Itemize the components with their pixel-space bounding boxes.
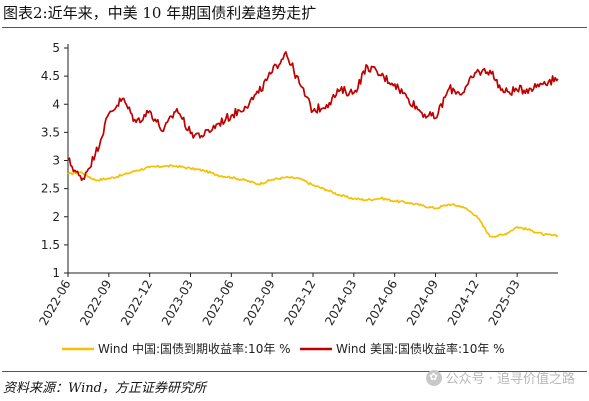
title-rule bbox=[2, 27, 587, 28]
y-tick-label: 1.5 bbox=[41, 238, 60, 252]
y-tick-label: 5 bbox=[52, 41, 60, 55]
y-tick-label: 1 bbox=[52, 266, 60, 280]
source-rule bbox=[2, 371, 587, 372]
series-line-china-10y bbox=[67, 164, 559, 238]
y-tick-label: 4 bbox=[52, 97, 60, 111]
y-tick-label: 4.5 bbox=[41, 69, 60, 83]
y-tick-label: 2 bbox=[52, 210, 60, 224]
legend-label: Wind 中国:国债到期收益率:10年 % bbox=[98, 341, 291, 356]
x-tick-label: 2024-12 bbox=[445, 278, 482, 328]
wechat-icon: ✿ bbox=[425, 369, 442, 386]
x-tick-label: 2023-06 bbox=[200, 278, 237, 328]
figure-title: 图表2:近年来，中美 10 年期国债利差趋势走扩 bbox=[3, 4, 317, 22]
watermark-text: 公众号 · 追寻价值之路 bbox=[445, 372, 575, 387]
x-tick-label: 2024-03 bbox=[322, 278, 359, 328]
watermark: ✿ 公众号 · 追寻价值之路 bbox=[425, 368, 575, 387]
x-tick-label: 2024-09 bbox=[404, 278, 441, 328]
x-tick-label: 2024-06 bbox=[363, 278, 400, 328]
x-tick-label: 2022-12 bbox=[118, 278, 155, 328]
x-tick-label: 2023-09 bbox=[241, 278, 278, 328]
y-tick-label: 3 bbox=[52, 154, 60, 168]
legend-label: Wind 美国:国债收益率:10年 % bbox=[336, 341, 505, 356]
x-tick-label: 2023-03 bbox=[159, 278, 196, 328]
y-tick-label: 3.5 bbox=[41, 125, 60, 139]
x-tick-label: 2025-03 bbox=[486, 278, 523, 328]
x-tick-label: 2022-09 bbox=[77, 278, 114, 328]
series-line-us-10y bbox=[67, 51, 559, 182]
x-tick-label: 2022-06 bbox=[36, 278, 73, 328]
y-tick-label: 2.5 bbox=[41, 182, 60, 196]
x-tick-label: 2023-12 bbox=[281, 278, 318, 328]
source-note: 资料来源：Wind，方正证券研究所 bbox=[3, 381, 206, 396]
